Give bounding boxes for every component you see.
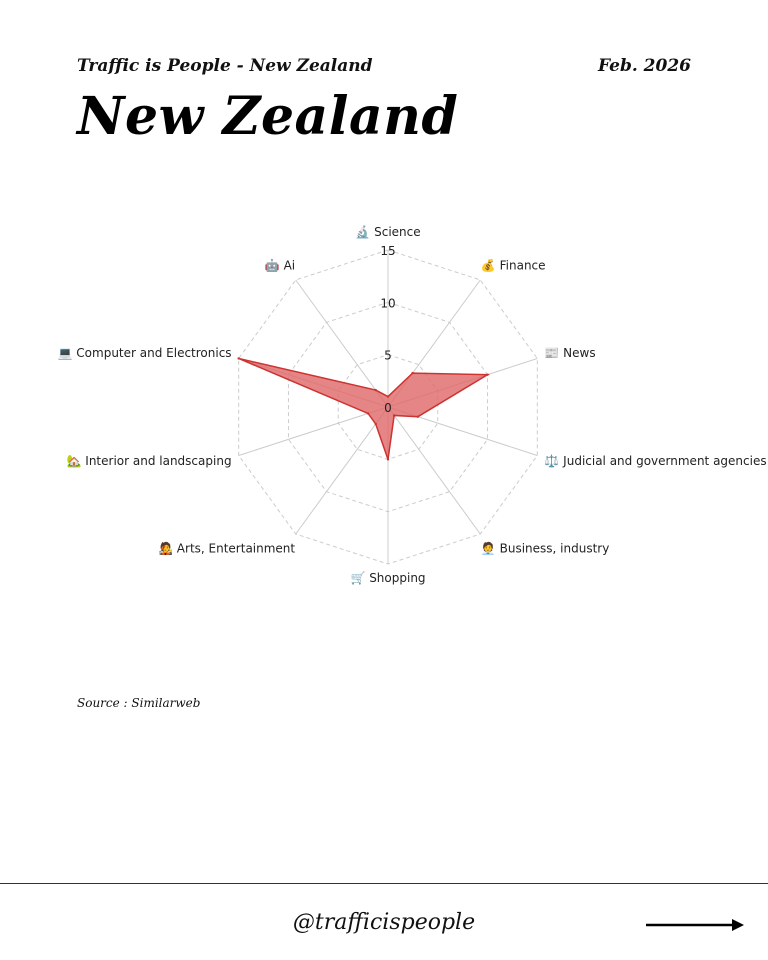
page-title: New Zealand bbox=[77, 86, 459, 147]
category-label: 📰 News bbox=[544, 346, 595, 360]
date: Feb. 2026 bbox=[598, 56, 691, 76]
axis-spoke bbox=[387, 406, 481, 535]
category-label: 🔬 Science bbox=[355, 224, 420, 239]
data-point bbox=[374, 388, 377, 392]
data-point bbox=[486, 373, 489, 376]
axis-spoke bbox=[295, 279, 389, 408]
category-label: 💻 Computer and Electronics bbox=[58, 346, 232, 360]
axis-spoke bbox=[238, 406, 389, 456]
source-note: Source : Similarweb bbox=[77, 696, 201, 710]
data-point bbox=[366, 412, 370, 415]
arrow-right-icon[interactable] bbox=[646, 917, 746, 933]
social-handle: @trafficispeople bbox=[292, 910, 476, 935]
category-label: 💰 Finance bbox=[481, 258, 546, 272]
tick-label: 0 bbox=[384, 401, 392, 415]
axis-spoke bbox=[295, 406, 389, 535]
data-point bbox=[386, 458, 390, 461]
data-point bbox=[411, 371, 414, 375]
tick-label: 5 bbox=[384, 349, 392, 363]
data-point bbox=[386, 395, 390, 398]
data-point bbox=[374, 422, 377, 426]
category-label: 🏡 Interior and landscaping bbox=[67, 454, 232, 468]
category-label: ⚖️ Judicial and government agencies bbox=[544, 454, 766, 468]
subtitle: Traffic is People - New Zealand bbox=[77, 56, 373, 76]
radar-chart: 0 5 10 15 🔬 Science 💰 Finance 📰 News ⚖️ Judicia… bbox=[58, 224, 767, 585]
category-label: 🧑‍💼 Business, industry bbox=[481, 541, 609, 556]
data-point bbox=[416, 415, 420, 418]
category-label: 🤖 Ai bbox=[265, 258, 295, 272]
data-point bbox=[392, 414, 396, 417]
data-area bbox=[238, 357, 491, 460]
footer-divider bbox=[0, 883, 768, 884]
category-label: 🛒 Shopping bbox=[350, 571, 425, 585]
category-label: 🧑‍🎤 Arts, Entertainment bbox=[158, 541, 295, 556]
tick-label: 10 bbox=[380, 296, 395, 310]
data-point bbox=[237, 357, 240, 360]
tick-label: 15 bbox=[380, 244, 395, 258]
